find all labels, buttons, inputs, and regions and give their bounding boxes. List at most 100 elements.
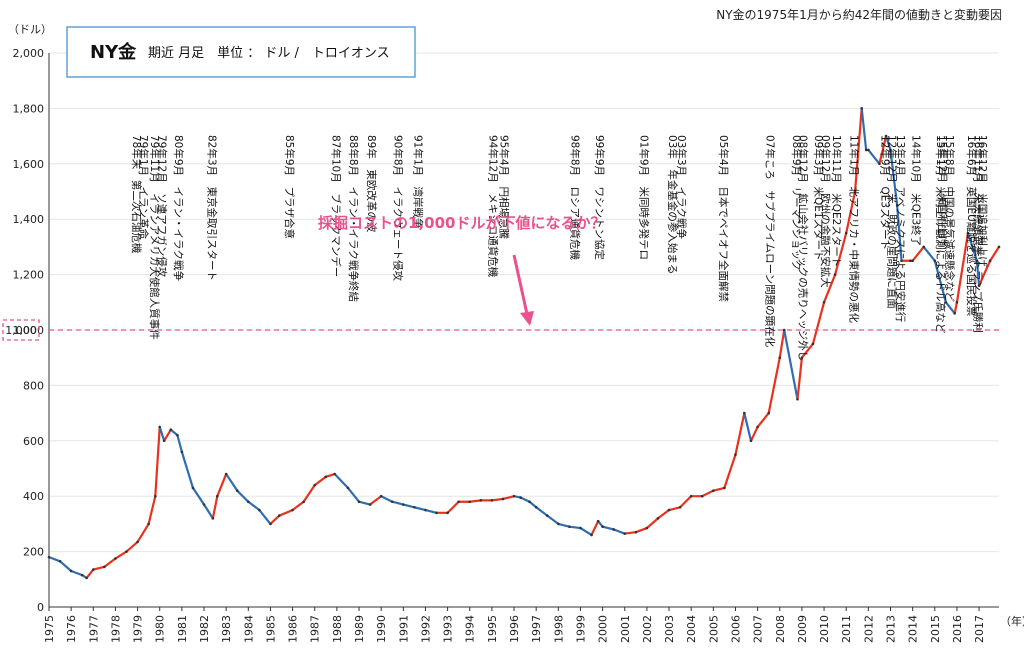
event-annotation: 14年10月 米QE3終了 <box>910 135 923 246</box>
price-segment <box>884 135 892 152</box>
x-tick-label: 1984 <box>242 615 255 643</box>
event-annotation: 79年1月 イラン革命 <box>137 135 150 240</box>
legend-box <box>66 26 416 78</box>
y-tick-label: 1,600 <box>13 158 45 171</box>
reference-line-1000: 1,000 <box>2 319 999 341</box>
price-point <box>114 557 117 560</box>
x-axis-unit: （年） <box>1000 614 1024 628</box>
y-tick-label: 400 <box>23 490 44 503</box>
event-annotation: 09年12月 欧州の金融不安拡大 <box>819 135 832 288</box>
x-tick-label: 2005 <box>707 615 720 643</box>
price-segment <box>845 190 857 235</box>
price-segment <box>147 495 157 526</box>
event-annotation: 05年4月 日本でペイオフ全面解禁 <box>717 135 730 303</box>
price-segment <box>114 550 128 560</box>
y-axis: 0 200 400 600 800 1,000 1,200 1,400 1,600 1,800 2,… <box>13 47 50 614</box>
x-tick-label: 1991 <box>397 615 410 643</box>
price-segment <box>749 425 759 442</box>
price-point <box>379 494 383 498</box>
event-annotation: 16年6月 英国EU離脱を巡る国民投票 <box>965 135 978 316</box>
price-point <box>490 499 494 502</box>
price-point <box>656 517 660 520</box>
price-segment <box>247 500 261 512</box>
price-segment <box>357 500 372 506</box>
x-tick-label: 1988 <box>331 615 344 643</box>
x-tick-label: 2007 <box>752 615 765 643</box>
event-annotation: 15年12月 米国利上げ <box>936 135 949 246</box>
event-annotation: 09年3月 米QE1スタート <box>812 135 825 261</box>
price-segment <box>158 425 166 442</box>
price-point <box>390 500 394 504</box>
price-segment <box>103 557 117 568</box>
price-point <box>413 505 416 509</box>
price-segment <box>612 528 626 535</box>
price-segment <box>860 107 868 152</box>
price-point <box>247 500 250 504</box>
x-tick-label: 2006 <box>729 615 742 643</box>
price-point <box>889 148 892 152</box>
price-segment <box>125 540 139 553</box>
price-point <box>867 148 870 152</box>
price-segment <box>313 475 327 487</box>
event-annotation: 13年4月 アベノミクスによる円安進行 <box>894 135 907 323</box>
price-point <box>860 107 864 110</box>
x-tick-label: 2017 <box>973 615 986 643</box>
price-segment <box>601 525 615 531</box>
price-point <box>333 472 336 476</box>
price-point <box>997 245 1001 249</box>
price-point <box>579 526 582 530</box>
y-tick-label: 1,000 <box>13 324 45 337</box>
price-point <box>734 453 737 456</box>
x-tick-label: 1992 <box>419 615 432 643</box>
price-point <box>884 134 888 138</box>
x-tick-label: 1996 <box>508 615 521 643</box>
price-segment <box>70 569 84 577</box>
price-point <box>479 499 483 502</box>
price-segment <box>413 506 427 512</box>
price-point <box>153 494 157 498</box>
price-segment <box>796 356 804 401</box>
event-annotation: 16年12月 米国追加利上げ <box>976 135 989 267</box>
price-segment <box>391 500 405 506</box>
price-point <box>601 525 604 528</box>
event-annotation: 94年12月 メキシコ通貨危機 <box>487 135 500 278</box>
price-point <box>557 522 560 526</box>
event-annotation: 03年 年金基金の参入始まる <box>666 135 679 274</box>
y-tick-label: 1,400 <box>13 213 45 226</box>
price-segment <box>767 356 781 415</box>
price-segment <box>176 434 183 453</box>
price-point <box>689 494 693 498</box>
price-segment <box>278 508 294 517</box>
price-point <box>357 500 361 504</box>
x-tick-label: 2013 <box>884 615 897 643</box>
price-point <box>368 503 372 506</box>
price-segment <box>85 568 95 580</box>
event-annotation: 12年9月 QE3スタート <box>879 135 892 250</box>
event-annotation: 07年ころ サブプライムローン問題の顕在化 <box>763 135 776 348</box>
price-point <box>895 204 899 207</box>
event-annotation: 11年1月 北アフリカ・中東情勢の悪化 <box>848 135 861 324</box>
x-tick-label: 2001 <box>619 615 632 643</box>
price-point <box>900 259 903 263</box>
event-annotation: 12年12月 米、財政の崖問題に直面 <box>885 135 898 309</box>
price-point <box>767 411 770 415</box>
price-point <box>953 312 957 315</box>
price-segment <box>402 503 416 509</box>
x-tick-label: 2002 <box>641 615 654 643</box>
price-point <box>864 148 868 152</box>
reference-label: 1,000 <box>5 324 37 337</box>
x-tick-label: 2008 <box>774 615 787 643</box>
price-segment <box>834 231 848 276</box>
price-point <box>58 559 62 563</box>
price-point <box>782 328 786 332</box>
price-segment <box>867 148 881 165</box>
x-tick-label: 1989 <box>353 615 366 643</box>
price-segment <box>136 522 150 544</box>
x-tick-label: 1985 <box>264 615 277 643</box>
price-point <box>103 565 106 569</box>
price-point <box>211 517 215 520</box>
x-axis: 1975 1976 1977 1978 1979 1980 1981 1982 1983 1984… <box>43 606 999 643</box>
x-tick-label: 1993 <box>442 615 455 643</box>
price-point <box>176 433 179 437</box>
x-tick-label: 1979 <box>132 615 145 643</box>
